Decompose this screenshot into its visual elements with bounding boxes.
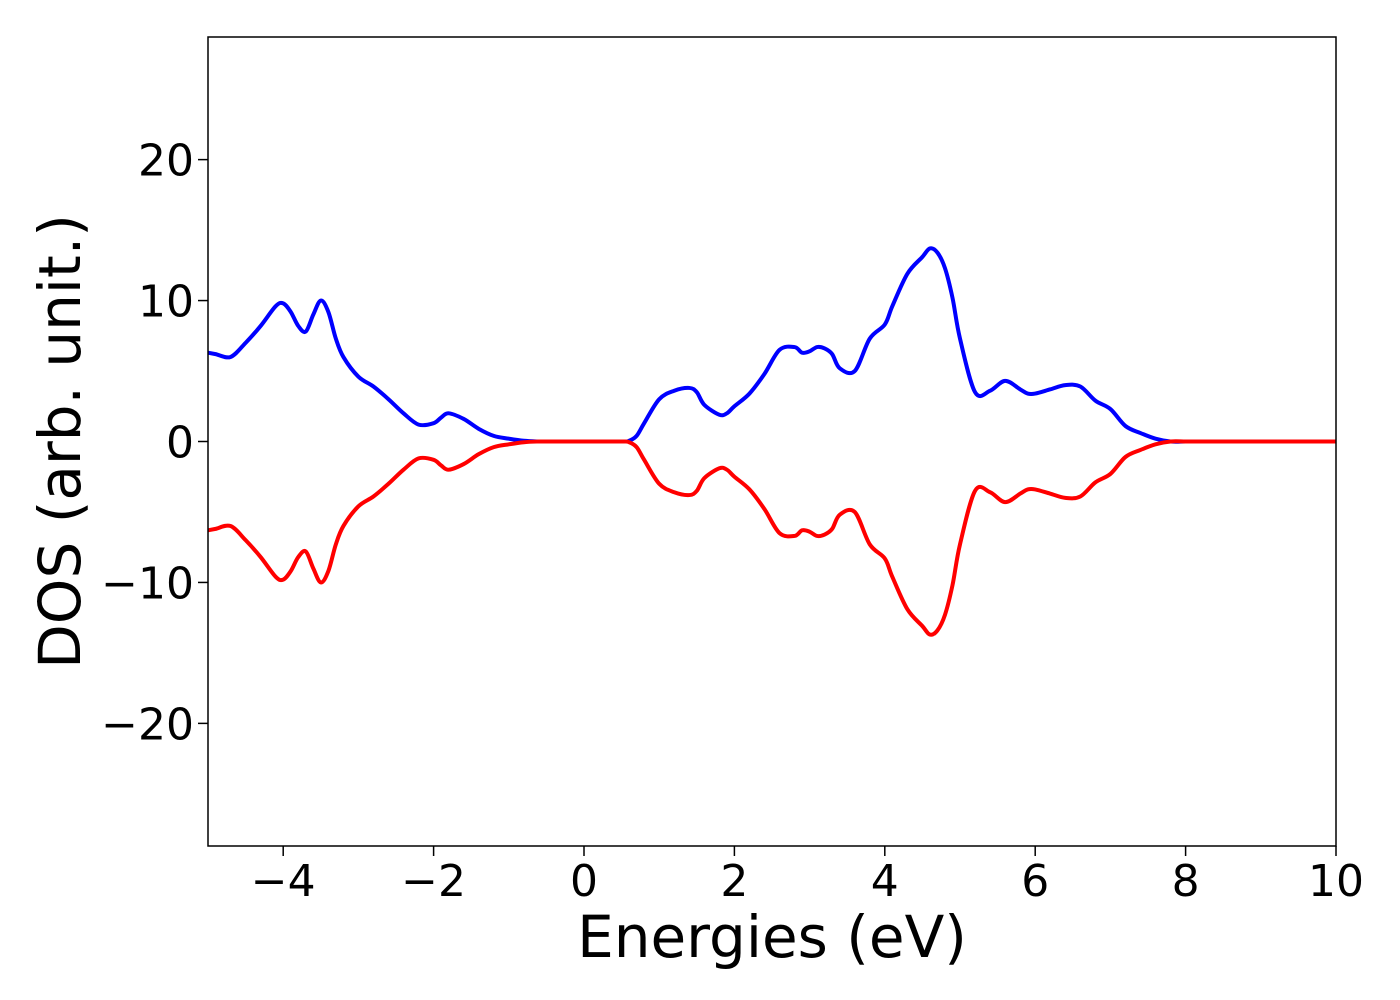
x-tick-label: 0 <box>570 856 598 907</box>
y-tick-label: 0 <box>166 418 194 469</box>
x-tick-label: 10 <box>1308 856 1364 907</box>
y-tick-label: 10 <box>138 277 194 328</box>
y-axis-label: DOS (arb. unit.) <box>26 214 94 669</box>
x-tick-label: −4 <box>251 856 316 907</box>
x-axis: −4 −2 0 2 4 6 8 10 <box>251 846 1364 907</box>
x-tick-label: 8 <box>1172 856 1200 907</box>
y-axis: −20 −10 0 10 20 <box>101 136 208 750</box>
series-line-1 <box>207 439 1336 637</box>
x-tick-label: 6 <box>1021 856 1049 907</box>
x-axis-label: Energies (eV) <box>577 903 967 971</box>
series-layer <box>207 246 1336 637</box>
y-tick-label: −20 <box>101 699 194 750</box>
y-tick-label: 20 <box>138 136 194 187</box>
x-tick-label: −2 <box>401 856 466 907</box>
x-tick-label: 4 <box>871 856 899 907</box>
y-tick-label: −10 <box>101 558 194 609</box>
series-line-0 <box>207 246 1336 444</box>
x-tick-label: 2 <box>720 856 748 907</box>
